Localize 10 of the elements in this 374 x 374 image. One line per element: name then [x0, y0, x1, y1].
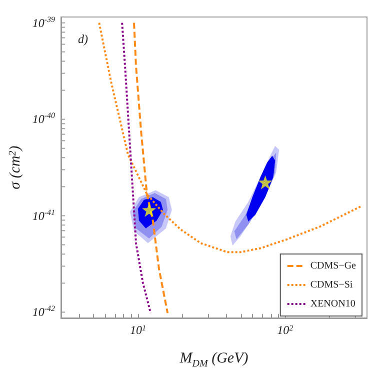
y-tick-label: 10$^{-42}$ — [32, 304, 55, 320]
y-axis-title: σ (cm2) — [8, 146, 24, 190]
annotation: d) — [78, 32, 88, 46]
line-series — [121, 22, 152, 314]
y-tick-label: 10$^{-40}$ — [32, 111, 55, 126]
y-tick-label: 10$^{-39}$ — [32, 14, 55, 30]
legend-label: CDMS−Si — [310, 280, 353, 290]
legend-label: CDMS−Ge — [310, 260, 357, 272]
legend-label: XENON10 — [310, 298, 356, 310]
y-tick-label: 10$^{-41}$ — [32, 208, 55, 223]
